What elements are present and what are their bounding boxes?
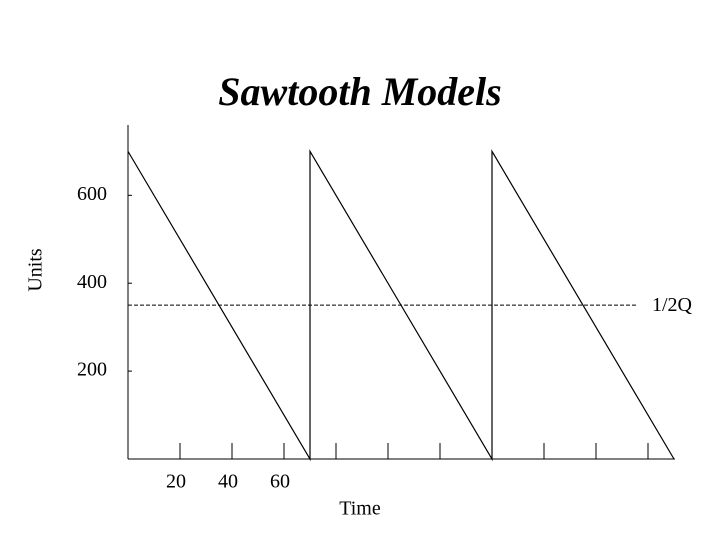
y-tick-label: 400: [77, 271, 107, 293]
y-tick-label: 200: [77, 359, 107, 381]
reference-label: 1/2Q: [652, 294, 693, 316]
y-tick-label: 600: [77, 183, 107, 205]
x-tick-label: 60: [270, 471, 290, 493]
y-axis-label: Units: [25, 248, 47, 292]
x-axis-label: Time: [339, 498, 381, 520]
sawtooth-line: [127, 149, 675, 462]
chart-title: Sawtooth Models: [218, 69, 501, 114]
x-tick-label: 40: [218, 471, 238, 493]
x-tick-label: 20: [166, 471, 186, 493]
